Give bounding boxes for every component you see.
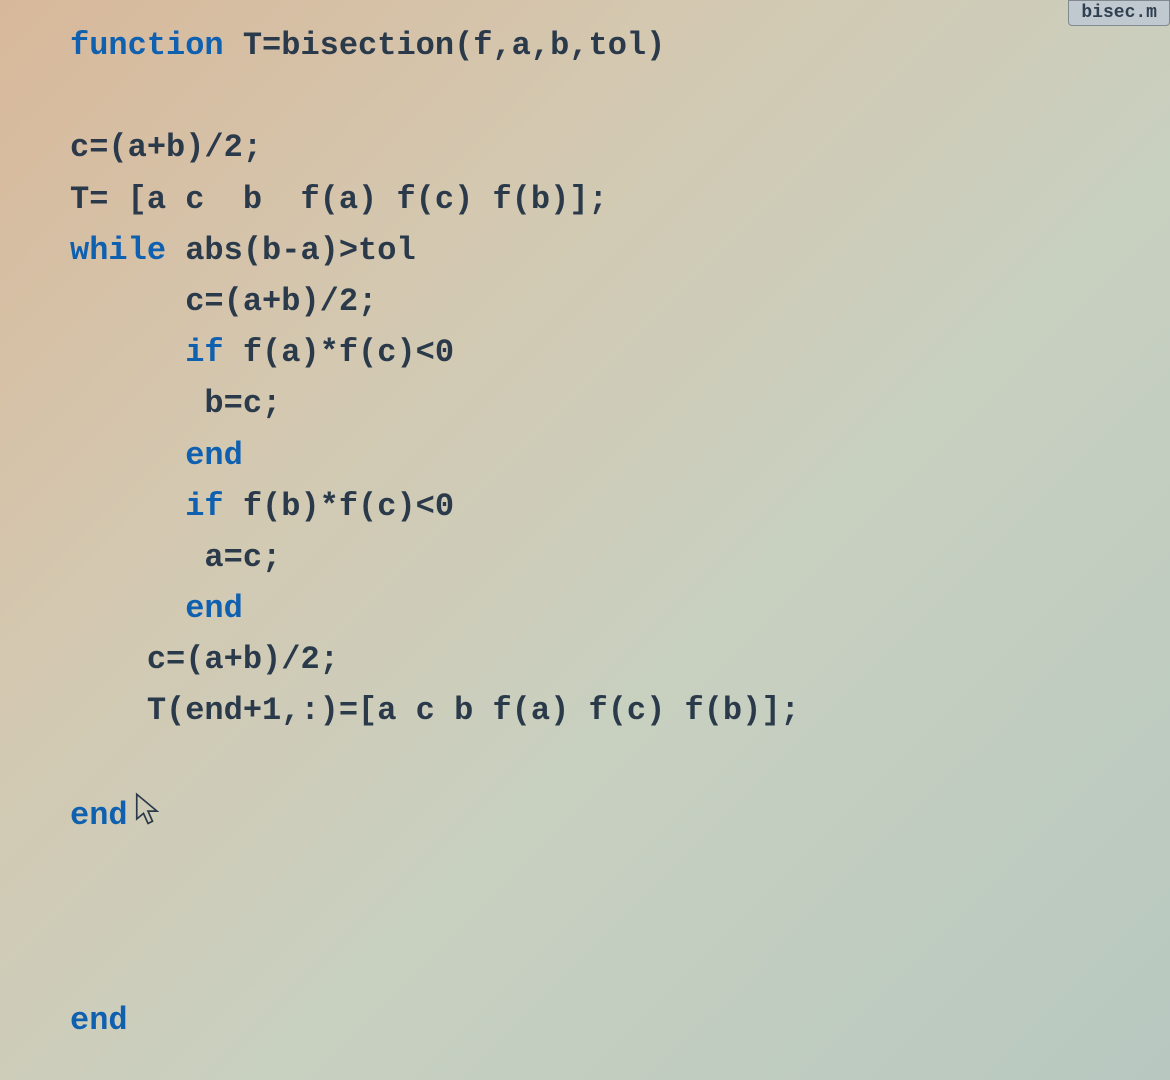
text-token: a=c; — [204, 539, 281, 576]
code-line: c=(a+b)/2; — [70, 122, 1170, 173]
text-token: T=bisection(f,a,b,tol) — [243, 27, 665, 64]
code-line: if f(b)*f(c)<0 — [70, 481, 1170, 532]
text-token: c=(a+b)/2; — [70, 129, 262, 166]
text-token: b=c; — [204, 385, 281, 422]
text-token: T(end+1,:)=[a c b f(a) f(c) f(b)]; — [147, 692, 800, 729]
code-line: b=c; — [70, 378, 1170, 429]
keyword-token: end — [185, 437, 243, 474]
code-line: end — [70, 583, 1170, 634]
code-line: c=(a+b)/2; — [70, 634, 1170, 685]
code-line — [70, 943, 1170, 994]
keyword-token: function — [70, 27, 243, 64]
code-line: a=c; — [70, 532, 1170, 583]
keyword-token: end — [185, 590, 243, 627]
code-line: while abs(b-a)>tol — [70, 225, 1170, 276]
code-line: if f(a)*f(c)<0 — [70, 327, 1170, 378]
keyword-token: if — [185, 334, 243, 371]
text-token: c=(a+b)/2; — [147, 641, 339, 678]
code-editor[interactable]: function T=bisection(f,a,b,tol) c=(a+b)/… — [0, 0, 1170, 1046]
keyword-token: while — [70, 232, 185, 269]
text-token: f(a)*f(c)<0 — [243, 334, 454, 371]
code-line — [70, 737, 1170, 788]
code-line: T= [a c b f(a) f(c) f(b)]; — [70, 174, 1170, 225]
tab-bar: bisec.m — [1068, 0, 1170, 26]
keyword-token: if — [185, 488, 243, 525]
code-line: end — [70, 995, 1170, 1046]
code-line — [70, 71, 1170, 122]
mouse-cursor-icon — [134, 792, 162, 845]
file-tab[interactable]: bisec.m — [1068, 0, 1170, 26]
text-token: abs(b-a)>tol — [185, 232, 415, 269]
text-token: T= [a c b f(a) f(c) f(b)]; — [70, 181, 608, 218]
code-line — [70, 841, 1170, 892]
code-line: T(end+1,:)=[a c b f(a) f(c) f(b)]; — [70, 685, 1170, 736]
text-token: c=(a+b)/2; — [185, 283, 377, 320]
keyword-token: end — [70, 797, 128, 834]
text-token: f(b)*f(c)<0 — [243, 488, 454, 525]
code-line: c=(a+b)/2; — [70, 276, 1170, 327]
code-line: end — [70, 430, 1170, 481]
keyword-token: end — [70, 1002, 128, 1039]
code-line: end — [70, 788, 1170, 841]
code-line: function T=bisection(f,a,b,tol) — [70, 20, 1170, 71]
code-line — [70, 892, 1170, 943]
tab-filename: bisec.m — [1081, 3, 1157, 23]
